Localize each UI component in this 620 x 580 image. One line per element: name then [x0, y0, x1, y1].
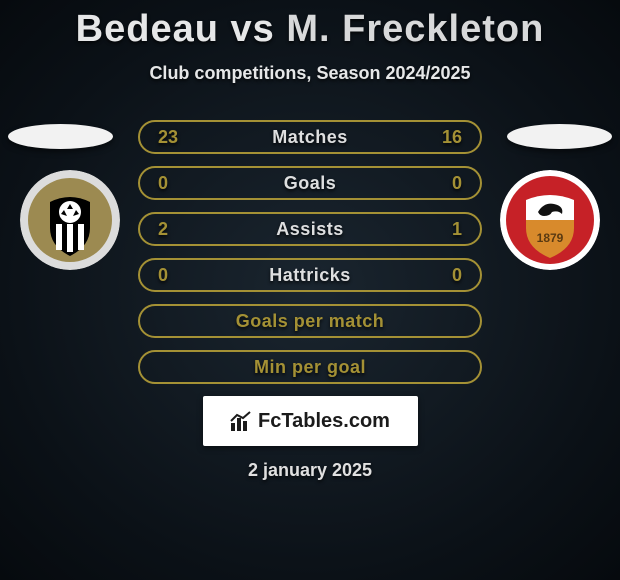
player2-silhouette: [507, 124, 612, 149]
stat-row-goals-per-match: Goals per match: [138, 304, 482, 338]
branding-box: FcTables.com: [203, 396, 418, 446]
stat-left-value: 0: [158, 265, 198, 286]
stat-left-value: 23: [158, 127, 198, 148]
chart-icon: [230, 410, 252, 432]
player2-club-crest: 1879: [500, 170, 600, 270]
player1-silhouette: [8, 124, 113, 149]
stat-row-assists: 2 Assists 1: [138, 212, 482, 246]
stat-label: Assists: [276, 219, 344, 240]
player1-name: Bedeau: [76, 8, 219, 50]
subtitle: Club competitions, Season 2024/2025: [0, 63, 620, 84]
stat-label: Matches: [272, 127, 348, 148]
comparison-title: Bedeau vs M. Freckleton: [0, 0, 620, 51]
stat-row-hattricks: 0 Hattricks 0: [138, 258, 482, 292]
stat-row-matches: 23 Matches 16: [138, 120, 482, 154]
stat-left-value: 0: [158, 173, 198, 194]
svg-text:1879: 1879: [537, 231, 564, 245]
footer-date: 2 january 2025: [138, 460, 482, 481]
stat-label: Hattricks: [269, 265, 351, 286]
stats-panel: 23 Matches 16 0 Goals 0 2 Assists 1 0 Ha…: [138, 120, 482, 481]
stat-left-value: 2: [158, 219, 198, 240]
stat-label: Goals per match: [236, 311, 385, 332]
stat-label: Min per goal: [254, 357, 366, 378]
stat-label: Goals: [284, 173, 337, 194]
player2-name: M. Freckleton: [286, 8, 544, 50]
stat-row-goals: 0 Goals 0: [138, 166, 482, 200]
vs-label: vs: [231, 8, 275, 50]
stat-right-value: 16: [422, 127, 462, 148]
stat-row-min-per-goal: Min per goal: [138, 350, 482, 384]
player1-club-crest: [20, 170, 120, 270]
stat-right-value: 1: [422, 219, 462, 240]
stat-right-value: 0: [422, 265, 462, 286]
stat-right-value: 0: [422, 173, 462, 194]
branding-text: FcTables.com: [258, 410, 390, 433]
